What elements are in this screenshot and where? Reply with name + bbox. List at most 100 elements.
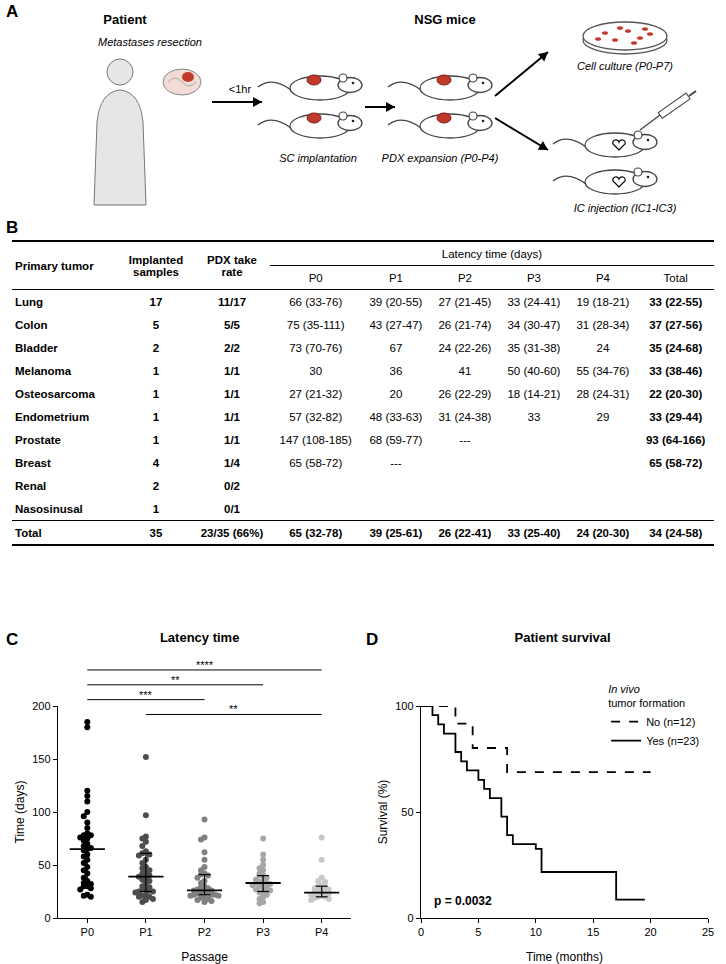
svg-text:Patient: Patient bbox=[103, 12, 147, 27]
svg-text:Metastases resection: Metastases resection bbox=[98, 36, 202, 48]
svg-text:50: 50 bbox=[38, 859, 50, 871]
html-text:33 (38-46): 33 (38-46) bbox=[649, 364, 703, 377]
svg-text:PDX expansion (P0-P4): PDX expansion (P0-P4) bbox=[382, 152, 499, 164]
html-text:Latency time (days): Latency time (days) bbox=[441, 247, 543, 260]
html-text:2/2: 2/2 bbox=[224, 341, 240, 354]
html-text:22 (20-30): 22 (20-30) bbox=[649, 387, 703, 400]
html-text:P4: P4 bbox=[595, 271, 610, 284]
svg-text:Yes (n=23): Yes (n=23) bbox=[646, 735, 699, 747]
html-text:5/5: 5/5 bbox=[224, 318, 240, 331]
html-text:50 (40-60): 50 (40-60) bbox=[507, 364, 561, 377]
svg-text:150: 150 bbox=[32, 753, 50, 765]
html-text:26 (22-29): 26 (22-29) bbox=[438, 387, 492, 400]
html-text:30: 30 bbox=[309, 364, 323, 377]
svg-text:NSG mice: NSG mice bbox=[414, 12, 475, 27]
svg-text:50: 50 bbox=[401, 806, 413, 818]
svg-text:100: 100 bbox=[32, 806, 50, 818]
html-text:PDX take rate: PDX take rate bbox=[207, 253, 257, 278]
svg-text:P2: P2 bbox=[198, 926, 211, 938]
svg-text:20: 20 bbox=[644, 926, 656, 938]
html-text:P3: P3 bbox=[526, 271, 541, 284]
html-text:48 (33-63): 48 (33-63) bbox=[369, 410, 423, 423]
svg-text:P3: P3 bbox=[256, 926, 269, 938]
svg-text:p = 0.0032: p = 0.0032 bbox=[434, 894, 492, 908]
html-text:B: B bbox=[6, 218, 19, 237]
html-text:24: 24 bbox=[596, 341, 610, 354]
svg-text:P0: P0 bbox=[81, 926, 94, 938]
html-text:26 (21-74): 26 (21-74) bbox=[438, 318, 492, 331]
html-text:1/1: 1/1 bbox=[224, 387, 240, 400]
svg-text:0: 0 bbox=[418, 926, 424, 938]
html-text:Total: Total bbox=[663, 271, 688, 284]
html-text:Colon: Colon bbox=[15, 318, 48, 331]
html-text:24 (22-26): 24 (22-26) bbox=[438, 341, 492, 354]
html-text:Melanoma: Melanoma bbox=[15, 364, 72, 377]
html-text:P0: P0 bbox=[308, 271, 323, 284]
html-text:37 (27-56): 37 (27-56) bbox=[649, 318, 703, 331]
html-text:18 (14-21): 18 (14-21) bbox=[507, 387, 561, 400]
svg-text:**: ** bbox=[229, 703, 238, 715]
svg-text:Passage: Passage bbox=[181, 950, 228, 964]
svg-text:15: 15 bbox=[587, 926, 599, 938]
svg-text:0: 0 bbox=[44, 912, 50, 924]
svg-text:****: **** bbox=[196, 659, 214, 671]
html-text:Osteosarcoma: Osteosarcoma bbox=[15, 387, 95, 400]
html-text:57 (32-82): 57 (32-82) bbox=[289, 410, 343, 423]
html-text:43 (27-47): 43 (27-47) bbox=[369, 318, 423, 331]
html-text:20: 20 bbox=[389, 387, 403, 400]
html-text:Bladder: Bladder bbox=[15, 341, 58, 354]
html-text:27 (21-32): 27 (21-32) bbox=[289, 387, 343, 400]
html-text:35 (31-38): 35 (31-38) bbox=[507, 341, 561, 354]
svg-text:200: 200 bbox=[32, 700, 50, 712]
svg-text:Patient survival: Patient survival bbox=[515, 630, 611, 645]
html-text:33 (24-41): 33 (24-41) bbox=[507, 295, 561, 308]
svg-text:P1: P1 bbox=[139, 926, 152, 938]
html-text:39 (20-55): 39 (20-55) bbox=[369, 295, 423, 308]
html-text:Implanted samples: Implanted samples bbox=[128, 253, 184, 278]
html-text:Primary tumor: Primary tumor bbox=[15, 259, 94, 272]
svg-text:***: *** bbox=[139, 689, 153, 701]
svg-text:In vivotumor formation: In vivotumor formation bbox=[608, 683, 685, 709]
svg-text:P4: P4 bbox=[315, 926, 328, 938]
html-text:Endometrium: Endometrium bbox=[15, 410, 90, 423]
svg-text:Time (months): Time (months) bbox=[526, 950, 603, 964]
html-text:Lung: Lung bbox=[15, 295, 44, 308]
svg-text:25: 25 bbox=[702, 926, 714, 938]
html-text:31 (24-38): 31 (24-38) bbox=[438, 410, 492, 423]
svg-text:<1hr: <1hr bbox=[229, 83, 252, 95]
svg-text:100: 100 bbox=[395, 700, 413, 712]
html-text:36: 36 bbox=[389, 364, 403, 377]
svg-text:5: 5 bbox=[475, 926, 481, 938]
html-text:27 (21-45): 27 (21-45) bbox=[438, 295, 492, 308]
html-text:19 (18-21): 19 (18-21) bbox=[576, 295, 630, 308]
svg-text:IC injection (IC1-IC3): IC injection (IC1-IC3) bbox=[574, 202, 677, 214]
html-text:A: A bbox=[6, 2, 19, 21]
html-text:P2: P2 bbox=[457, 271, 472, 284]
html-text:1/1: 1/1 bbox=[224, 364, 240, 377]
svg-text:Cell culture (P0-P7): Cell culture (P0-P7) bbox=[577, 60, 673, 72]
html-text:35 (24-68): 35 (24-68) bbox=[649, 341, 703, 354]
svg-text:0: 0 bbox=[407, 912, 413, 924]
html-text:11/17: 11/17 bbox=[217, 295, 247, 308]
svg-text:Survival (%): Survival (%) bbox=[376, 780, 390, 845]
svg-text:SC implantation: SC implantation bbox=[279, 152, 357, 164]
svg-text:No (n=12): No (n=12) bbox=[646, 716, 695, 728]
html-text:66 (33-76): 66 (33-76) bbox=[289, 295, 343, 308]
html-text:41: 41 bbox=[458, 364, 472, 377]
html-text:33 (22-55): 33 (22-55) bbox=[649, 295, 703, 308]
svg-text:Time (days): Time (days) bbox=[13, 781, 27, 844]
svg-text:Latency time: Latency time bbox=[160, 630, 239, 645]
html-text:1/1: 1/1 bbox=[224, 410, 240, 423]
html-text:34 (30-47): 34 (30-47) bbox=[507, 318, 561, 331]
html-text:75 (35-111): 75 (35-111) bbox=[286, 318, 345, 331]
html-text:17: 17 bbox=[149, 295, 163, 308]
svg-text:**: ** bbox=[171, 674, 180, 686]
html-text:P1: P1 bbox=[388, 271, 403, 284]
svg-text:10: 10 bbox=[530, 926, 542, 938]
html-text:28 (24-31): 28 (24-31) bbox=[576, 387, 630, 400]
html-text:33: 33 bbox=[527, 410, 541, 423]
html-text:55 (34-76): 55 (34-76) bbox=[576, 364, 630, 377]
html-text:31 (28-34): 31 (28-34) bbox=[576, 318, 630, 331]
html-text:67: 67 bbox=[389, 341, 403, 354]
html-text:73 (70-76): 73 (70-76) bbox=[289, 341, 343, 354]
